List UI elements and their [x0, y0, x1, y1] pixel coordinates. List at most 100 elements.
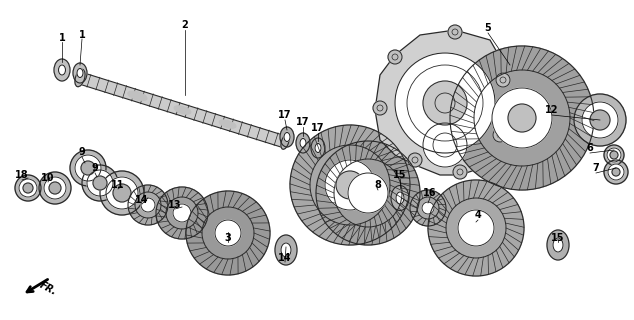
Ellipse shape [547, 230, 569, 260]
Circle shape [100, 171, 144, 215]
Circle shape [604, 145, 624, 165]
Circle shape [496, 73, 510, 87]
Text: 3: 3 [224, 233, 231, 243]
Ellipse shape [281, 243, 291, 257]
Ellipse shape [275, 235, 297, 265]
Circle shape [423, 123, 467, 167]
Circle shape [93, 176, 107, 190]
Circle shape [448, 25, 462, 39]
Polygon shape [375, 30, 510, 175]
Text: 6: 6 [586, 143, 593, 153]
Circle shape [395, 53, 495, 153]
Text: 13: 13 [168, 200, 182, 210]
Circle shape [458, 210, 494, 246]
Circle shape [492, 88, 552, 148]
Circle shape [49, 182, 61, 194]
Text: 17: 17 [311, 123, 325, 133]
Text: 15: 15 [393, 170, 407, 180]
Polygon shape [78, 72, 287, 148]
Circle shape [408, 153, 422, 167]
Circle shape [82, 165, 118, 201]
Circle shape [608, 164, 624, 180]
Circle shape [75, 155, 101, 181]
Circle shape [610, 151, 618, 159]
Ellipse shape [373, 187, 381, 199]
Text: 5: 5 [484, 23, 491, 33]
Text: 15: 15 [551, 233, 565, 243]
Circle shape [354, 179, 382, 207]
Text: 9: 9 [79, 147, 86, 157]
Ellipse shape [315, 143, 321, 153]
Circle shape [453, 165, 467, 179]
Ellipse shape [219, 120, 236, 128]
Circle shape [590, 110, 610, 130]
Circle shape [612, 168, 620, 176]
Ellipse shape [280, 127, 294, 147]
Circle shape [493, 128, 507, 142]
Text: 4: 4 [475, 210, 481, 220]
Ellipse shape [296, 133, 310, 153]
Circle shape [316, 141, 420, 245]
Circle shape [574, 94, 626, 146]
Text: 8: 8 [375, 180, 382, 190]
Ellipse shape [174, 106, 191, 114]
Text: 16: 16 [424, 188, 437, 198]
Ellipse shape [75, 69, 85, 87]
Circle shape [582, 102, 618, 138]
Text: 14: 14 [278, 253, 292, 263]
Ellipse shape [281, 135, 289, 149]
Ellipse shape [553, 238, 563, 252]
Text: 2: 2 [181, 20, 188, 30]
Text: 14: 14 [135, 195, 149, 205]
Circle shape [156, 187, 208, 239]
Text: 1: 1 [79, 30, 86, 40]
Ellipse shape [128, 91, 147, 101]
Text: 10: 10 [41, 173, 55, 183]
Ellipse shape [73, 63, 87, 83]
Circle shape [23, 183, 33, 193]
Ellipse shape [396, 192, 404, 204]
Text: 11: 11 [111, 180, 125, 190]
Circle shape [290, 125, 410, 245]
Ellipse shape [77, 68, 83, 77]
Ellipse shape [284, 132, 290, 141]
Text: 12: 12 [545, 105, 559, 115]
Text: FR.: FR. [38, 280, 58, 298]
Ellipse shape [54, 59, 70, 81]
Circle shape [87, 170, 113, 196]
Circle shape [332, 167, 368, 203]
Circle shape [19, 179, 37, 197]
Ellipse shape [391, 186, 409, 211]
Circle shape [70, 150, 106, 186]
Text: 18: 18 [15, 170, 29, 180]
Circle shape [373, 101, 387, 115]
Circle shape [607, 148, 621, 162]
Circle shape [106, 177, 138, 209]
Text: 7: 7 [593, 163, 599, 173]
Circle shape [450, 46, 594, 190]
Circle shape [508, 104, 536, 132]
Circle shape [336, 171, 364, 199]
Circle shape [173, 204, 191, 222]
Circle shape [81, 161, 95, 175]
Circle shape [128, 185, 168, 225]
Circle shape [113, 184, 131, 202]
Ellipse shape [311, 138, 325, 158]
Circle shape [388, 50, 402, 64]
Circle shape [215, 220, 241, 246]
Text: 9: 9 [92, 163, 98, 173]
Circle shape [428, 180, 524, 276]
Circle shape [348, 173, 388, 213]
Circle shape [186, 191, 270, 275]
Text: 17: 17 [296, 117, 310, 127]
Text: 1: 1 [58, 33, 65, 43]
Circle shape [39, 172, 71, 204]
Circle shape [410, 190, 446, 226]
Ellipse shape [58, 65, 65, 75]
Circle shape [604, 160, 628, 184]
Circle shape [422, 202, 434, 214]
Circle shape [462, 214, 490, 242]
Ellipse shape [300, 139, 306, 148]
Circle shape [325, 160, 375, 210]
Text: 17: 17 [278, 110, 292, 120]
